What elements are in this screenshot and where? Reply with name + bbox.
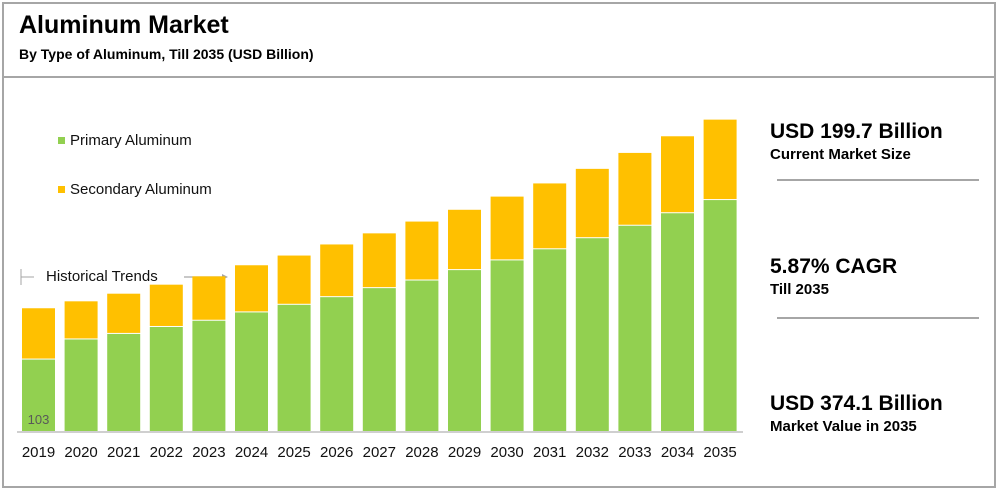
cagr-label: Till 2035 bbox=[770, 281, 829, 298]
bar-secondary-2033 bbox=[618, 152, 652, 225]
bar-primary-2026 bbox=[320, 297, 354, 431]
bar-secondary-2031 bbox=[533, 183, 567, 249]
x-tick-label: 2027 bbox=[363, 444, 396, 461]
page-title: Aluminum Market bbox=[19, 11, 229, 39]
legend-swatch-secondary bbox=[58, 186, 65, 193]
bar-primary-2023 bbox=[192, 320, 226, 431]
bar-secondary-2021 bbox=[107, 293, 141, 333]
x-tick-label: 2031 bbox=[533, 444, 566, 461]
page-subtitle: By Type of Aluminum, Till 2035 (USD Bill… bbox=[19, 46, 314, 62]
x-tick-label: 2030 bbox=[490, 444, 523, 461]
bar-primary-2034 bbox=[661, 213, 694, 431]
bar-primary-2025 bbox=[277, 304, 311, 431]
bar-secondary-2022 bbox=[149, 284, 183, 326]
future-market-value: USD 374.1 Billion bbox=[770, 392, 943, 415]
future-market-block: USD 374.1 Billion Market Value in 2035 bbox=[770, 392, 943, 435]
x-tick-label: 2029 bbox=[448, 444, 481, 461]
x-tick-label: 2025 bbox=[277, 444, 310, 461]
bar-secondary-2019 bbox=[22, 308, 55, 359]
bar-primary-2029 bbox=[448, 270, 481, 431]
bar-primary-2019 bbox=[22, 359, 55, 431]
bar-secondary-2026 bbox=[320, 244, 354, 297]
bar-secondary-2029 bbox=[448, 209, 481, 270]
legend-swatch-primary bbox=[58, 137, 65, 144]
bar-primary-2024 bbox=[235, 312, 268, 431]
bar-secondary-2035 bbox=[703, 119, 737, 200]
x-tick-label: 2032 bbox=[576, 444, 609, 461]
bar-primary-2031 bbox=[533, 249, 567, 431]
bar-secondary-2024 bbox=[235, 265, 268, 312]
bar-primary-2032 bbox=[575, 238, 609, 431]
x-tick-label: 2034 bbox=[661, 444, 694, 461]
current-market-value: USD 199.7 Billion bbox=[770, 120, 943, 143]
x-tick-label: 2033 bbox=[618, 444, 651, 461]
cagr-block: 5.87% CAGR Till 2035 bbox=[770, 255, 897, 298]
current-market-block: USD 199.7 Billion Current Market Size bbox=[770, 120, 943, 163]
bar-secondary-2030 bbox=[490, 196, 524, 260]
bar-primary-2035 bbox=[703, 200, 737, 431]
bar-secondary-2028 bbox=[405, 221, 439, 280]
x-tick-label: 2023 bbox=[192, 444, 225, 461]
x-tick-label: 2035 bbox=[703, 444, 736, 461]
divider bbox=[777, 317, 979, 319]
x-tick-label: 2020 bbox=[64, 444, 97, 461]
legend-item-secondary: Secondary Aluminum bbox=[58, 181, 212, 198]
bar-primary-2033 bbox=[618, 225, 652, 431]
bar-secondary-2025 bbox=[277, 255, 311, 304]
bar-primary-2022 bbox=[149, 326, 183, 431]
bar-primary-2028 bbox=[405, 280, 439, 431]
bar-secondary-2027 bbox=[362, 233, 396, 288]
future-market-label: Market Value in 2035 bbox=[770, 418, 917, 435]
historical-trends-label: Historical Trends bbox=[46, 268, 158, 285]
x-tick-label: 2022 bbox=[150, 444, 183, 461]
bar-primary-2030 bbox=[490, 260, 524, 431]
legend-item-primary: Primary Aluminum bbox=[58, 132, 192, 149]
bar-secondary-2020 bbox=[64, 301, 98, 339]
current-market-label: Current Market Size bbox=[770, 146, 911, 163]
bar-primary-2027 bbox=[362, 288, 396, 431]
x-tick-label: 2021 bbox=[107, 444, 140, 461]
legend-label-secondary: Secondary Aluminum bbox=[70, 181, 212, 198]
x-tick-label: 2024 bbox=[235, 444, 268, 461]
x-tick-label: 2026 bbox=[320, 444, 353, 461]
x-tick-label: 2028 bbox=[405, 444, 438, 461]
legend-label-primary: Primary Aluminum bbox=[70, 132, 192, 149]
bar-secondary-2023 bbox=[192, 276, 226, 320]
divider bbox=[777, 179, 979, 181]
bar-secondary-2032 bbox=[575, 168, 609, 238]
bar-primary-2020 bbox=[64, 339, 98, 431]
bar-primary-2021 bbox=[107, 333, 141, 431]
x-tick-label: 2019 bbox=[22, 444, 55, 461]
data-label: 103 bbox=[28, 412, 50, 427]
cagr-value: 5.87% CAGR bbox=[770, 255, 898, 278]
bar-secondary-2034 bbox=[661, 136, 694, 213]
header: Aluminum Market By Type of Aluminum, Til… bbox=[2, 2, 996, 78]
